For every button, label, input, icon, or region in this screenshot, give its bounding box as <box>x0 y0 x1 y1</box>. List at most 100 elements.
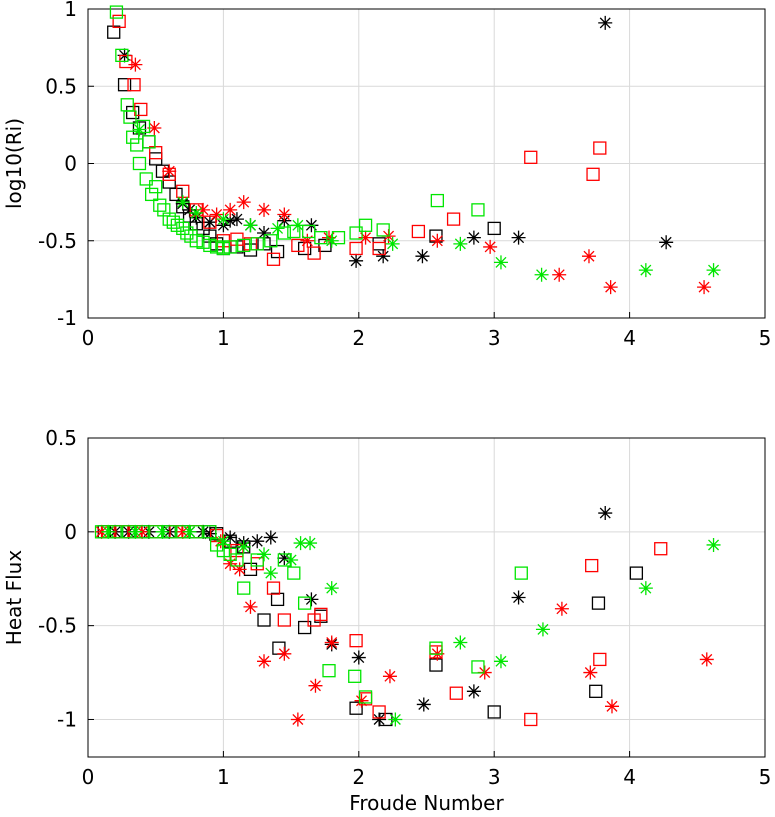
y-tick-label: 0.5 <box>45 74 77 98</box>
square-marker <box>314 231 328 245</box>
square-marker <box>524 150 538 164</box>
square-marker <box>243 237 258 251</box>
star-marker <box>202 526 217 541</box>
square-marker <box>277 613 291 627</box>
star-marker <box>216 212 231 227</box>
square-marker <box>429 641 443 655</box>
square-marker <box>230 553 244 567</box>
square-marker <box>109 5 124 19</box>
square-marker <box>358 218 373 232</box>
square-marker <box>139 172 153 186</box>
star-marker <box>376 249 391 264</box>
star-marker <box>603 280 618 295</box>
star-marker <box>196 524 211 539</box>
square-marker <box>115 525 129 539</box>
square-marker <box>130 138 144 152</box>
star-marker <box>243 599 258 614</box>
star-marker <box>128 57 143 72</box>
x-tick-label: 3 <box>488 326 501 350</box>
star-marker <box>236 195 251 210</box>
star-marker <box>699 652 714 667</box>
square-marker <box>237 581 251 595</box>
star-marker <box>493 255 508 270</box>
square-marker <box>264 234 278 248</box>
star-marker <box>430 233 445 248</box>
square-marker <box>471 203 485 217</box>
star-marker <box>250 534 265 549</box>
square-marker <box>349 701 363 715</box>
y-tick-label: 0 <box>64 520 77 544</box>
square-marker <box>203 525 217 539</box>
square-marker <box>514 566 528 580</box>
x-tick-label: 2 <box>352 765 365 789</box>
square-marker <box>136 119 151 134</box>
star-marker <box>382 669 397 684</box>
star-marker <box>257 654 272 669</box>
square-marker <box>112 14 126 29</box>
square-marker <box>586 167 600 181</box>
x-tick-label: 1 <box>217 765 230 789</box>
y-tick-label: 1 <box>64 0 77 21</box>
square-marker <box>331 231 346 245</box>
star-marker <box>304 592 319 607</box>
square-marker <box>654 542 668 556</box>
square-marker <box>203 238 217 253</box>
star-marker <box>349 253 364 268</box>
star-marker <box>706 537 721 552</box>
star-marker <box>598 506 613 521</box>
x-tick-label: 1 <box>217 326 230 350</box>
star-marker <box>229 212 244 227</box>
square-marker <box>126 130 140 144</box>
x-axis-label: Froude Number <box>349 791 504 815</box>
square-marker <box>115 48 129 62</box>
star-marker <box>223 213 238 228</box>
star-marker <box>372 712 387 727</box>
square-marker <box>372 237 386 251</box>
star-marker <box>351 650 366 665</box>
star-marker <box>277 207 292 222</box>
y-axis-label: Heat Flux <box>2 550 26 646</box>
square-marker <box>117 78 132 92</box>
star-marker <box>293 536 308 551</box>
star-marker <box>466 230 481 245</box>
square-marker <box>277 226 291 240</box>
square-marker <box>411 224 426 239</box>
star-marker <box>535 622 550 637</box>
star-marker <box>202 215 217 230</box>
square-marker <box>203 215 217 229</box>
square-marker <box>297 596 312 610</box>
square-marker <box>250 237 264 251</box>
square-marker <box>589 684 603 698</box>
star-marker <box>416 697 431 712</box>
star-marker <box>511 230 526 245</box>
square-marker <box>230 543 244 558</box>
star-marker <box>354 693 369 708</box>
square-marker <box>297 620 312 635</box>
star-marker <box>284 552 299 567</box>
square-marker <box>149 180 163 194</box>
star-marker <box>385 236 400 251</box>
square-marker <box>209 240 224 254</box>
square-marker <box>266 581 281 595</box>
x-tick-label: 2 <box>352 326 365 350</box>
square-marker <box>216 241 231 256</box>
square-marker <box>153 198 167 212</box>
star-marker <box>182 524 197 539</box>
square-marker <box>169 187 183 202</box>
star-marker <box>263 530 278 545</box>
star-marker <box>415 249 430 264</box>
star-marker <box>216 534 231 549</box>
star-marker <box>290 218 305 233</box>
star-marker <box>223 530 238 545</box>
star-marker <box>453 635 468 650</box>
square-marker <box>142 135 156 149</box>
star-marker <box>223 202 238 217</box>
square-marker <box>266 252 281 266</box>
y-tick-label: -1 <box>57 306 77 330</box>
square-marker <box>372 241 386 256</box>
star-marker <box>534 267 549 282</box>
x-tick-label: 3 <box>488 765 501 789</box>
star-marker <box>263 566 278 581</box>
star-marker <box>300 233 315 248</box>
